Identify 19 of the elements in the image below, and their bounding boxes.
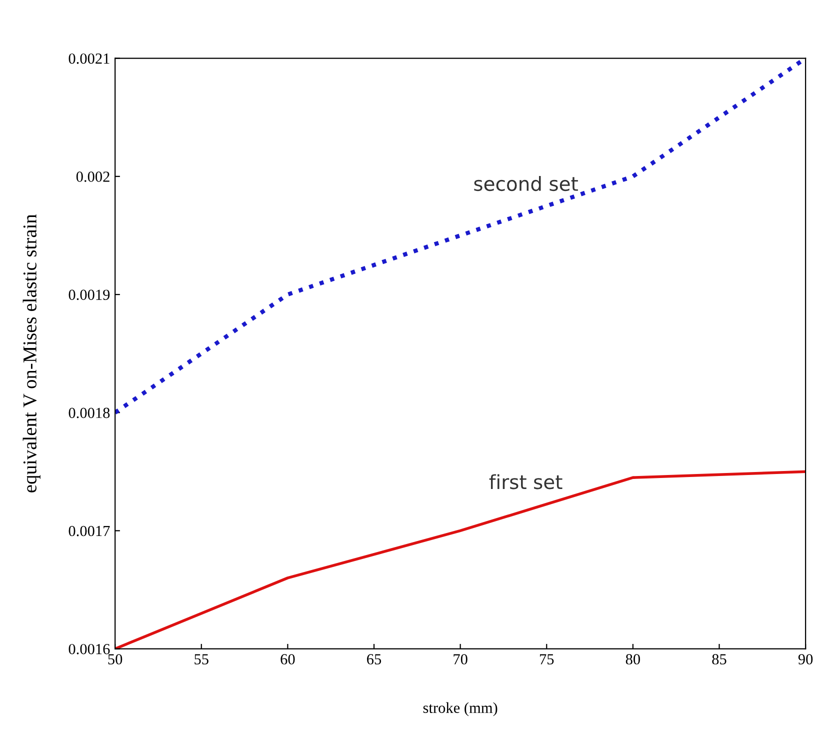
y-tick-label: 0.0017	[68, 526, 110, 536]
x-tick-label: 90	[798, 654, 813, 664]
series-label: second set	[474, 176, 578, 192]
x-tick-label: 60	[280, 654, 295, 664]
y-tick-label: 0.0016	[68, 644, 110, 654]
x-tick-label: 50	[108, 654, 122, 664]
x-tick-label: 70	[454, 654, 468, 664]
x-tick-label: 65	[367, 654, 382, 664]
series-label: first set	[489, 474, 562, 490]
y-axis-title: equivalent V on-Mises elastic strain	[22, 214, 40, 492]
y-tick-label: 0.002	[76, 172, 110, 182]
x-tick-label: 75	[540, 654, 554, 664]
x-axis-title: stroke (mm)	[423, 702, 498, 716]
y-tick-label: 0.0018	[68, 408, 110, 418]
y-tick-label: 0.0019	[68, 290, 110, 300]
y-tick-label: 0.0021	[68, 53, 110, 64]
x-tick-label: 55	[194, 654, 208, 664]
x-tick-label: 85	[712, 654, 726, 664]
x-tick-label: 80	[626, 654, 640, 664]
